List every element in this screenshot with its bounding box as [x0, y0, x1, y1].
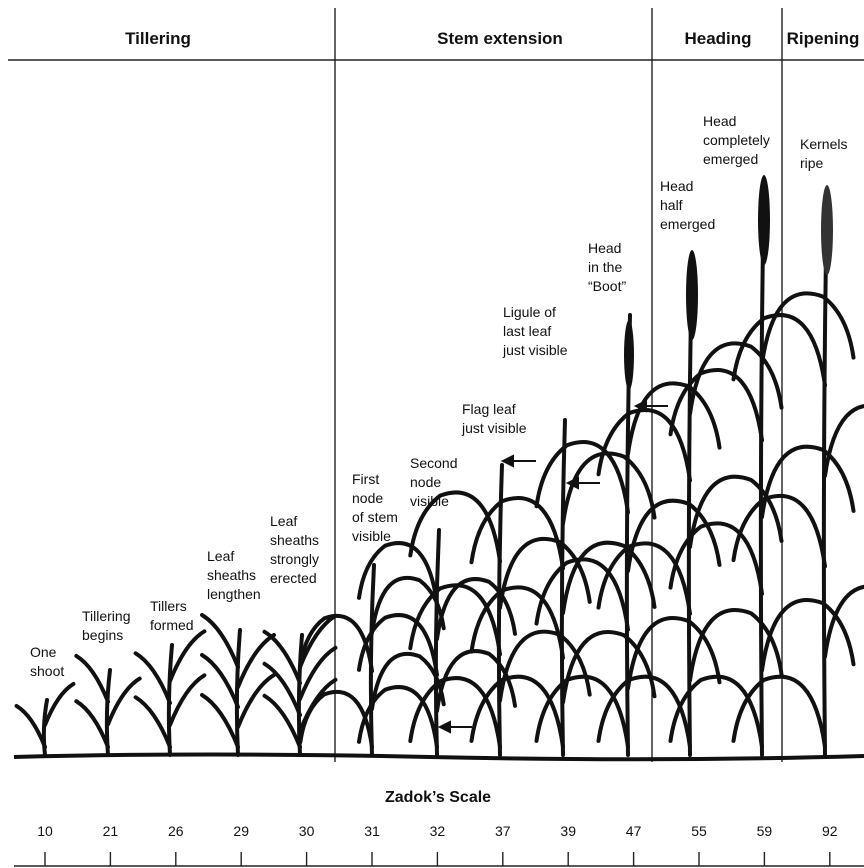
leaf: [76, 701, 108, 747]
stage-annotation: Leaf: [207, 548, 234, 564]
leaf: [45, 684, 73, 725]
stage-label: Stem extension: [437, 29, 563, 48]
stage-annotation: node: [410, 474, 441, 490]
stage-annotation: Tillers: [150, 598, 187, 614]
scale-value: 29: [233, 823, 249, 839]
leaf: [599, 410, 691, 480]
scale-value: 39: [560, 823, 576, 839]
stage-annotation: Head: [660, 178, 693, 194]
stage-annotation: sheaths: [270, 532, 319, 548]
leaf: [17, 706, 45, 747]
head: [821, 185, 833, 275]
scale-value: 21: [103, 823, 119, 839]
stage-annotation: visible: [410, 493, 449, 509]
stage-annotation: erected: [270, 570, 317, 586]
leaf: [762, 600, 854, 670]
boot: [624, 320, 634, 390]
stage-annotation: begins: [82, 627, 123, 643]
stage-annotation: emerged: [660, 216, 715, 232]
scale-value: 92: [822, 823, 838, 839]
ground: [14, 755, 864, 760]
leaf: [563, 543, 655, 613]
stage-annotation: ripe: [800, 155, 824, 171]
leaf: [136, 697, 170, 747]
scale-value: 32: [430, 823, 446, 839]
scale-value: 55: [691, 823, 707, 839]
stem: [237, 630, 240, 755]
stage-annotation: node: [352, 490, 383, 506]
leaf: [202, 695, 238, 747]
stage-annotation: last leaf: [503, 323, 551, 339]
stage-annotation: “Boot”: [588, 278, 626, 294]
scale-value: 59: [757, 823, 773, 839]
leaf: [671, 677, 763, 747]
stage-label: Heading: [684, 29, 751, 48]
head: [686, 250, 698, 340]
leaf: [170, 631, 204, 681]
stem: [499, 465, 502, 755]
stage-annotation: in the: [588, 259, 622, 275]
stage-annotation: visible: [352, 528, 391, 544]
stage-annotation: Second: [410, 455, 457, 471]
stage-annotation: emerged: [703, 151, 758, 167]
leaf: [410, 585, 500, 654]
stage-annotation: One: [30, 644, 57, 660]
stem: [562, 420, 565, 755]
leaf: [76, 656, 108, 702]
stage-annotation: Head: [588, 240, 621, 256]
stage-label: Ripening: [787, 29, 860, 48]
stage-annotation: Tillering: [82, 608, 131, 624]
stage-annotation: just visible: [461, 420, 527, 436]
stage-annotation: shoot: [30, 663, 64, 679]
head: [758, 175, 770, 265]
leaf: [825, 586, 864, 656]
leaf: [170, 675, 204, 725]
stage-annotation: Head: [703, 113, 736, 129]
growth-diagram: Tillering Stem extension Heading Ripening On…: [0, 0, 864, 868]
stage-annotation: Kernels: [800, 136, 847, 152]
stage-annotation: lengthen: [207, 586, 261, 602]
stage-annotation: sheaths: [207, 567, 256, 583]
stage-annotation: of stem: [352, 509, 398, 525]
stage-annotation: strongly: [270, 551, 319, 567]
scale-value: 37: [495, 823, 511, 839]
leaf: [563, 453, 655, 523]
stage-annotation: half: [660, 197, 683, 213]
leaf: [734, 677, 826, 747]
scale-value: 30: [299, 823, 315, 839]
stage-annotation: First: [352, 471, 379, 487]
stage-label: Tillering: [125, 29, 191, 48]
scale-value: 10: [37, 823, 53, 839]
leaf: [825, 405, 864, 475]
stage-annotation: just visible: [502, 342, 568, 358]
stage-annotation: Leaf: [270, 513, 297, 529]
leaf: [108, 679, 140, 725]
leaf: [537, 677, 629, 747]
leaf: [734, 315, 826, 385]
stage-annotation: Flag leaf: [462, 401, 516, 417]
leaf: [410, 678, 500, 747]
stem: [436, 530, 439, 755]
scale-title: Zadok’s Scale: [385, 789, 491, 806]
stage-annotation: completely: [703, 132, 770, 148]
scale-value: 31: [364, 823, 380, 839]
scale-value: 47: [626, 823, 642, 839]
stage-annotation: formed: [150, 617, 194, 633]
scale-value: 26: [168, 823, 184, 839]
stage-annotation: Ligule of: [503, 304, 556, 320]
leaf: [472, 677, 564, 747]
leaf: [762, 447, 854, 517]
